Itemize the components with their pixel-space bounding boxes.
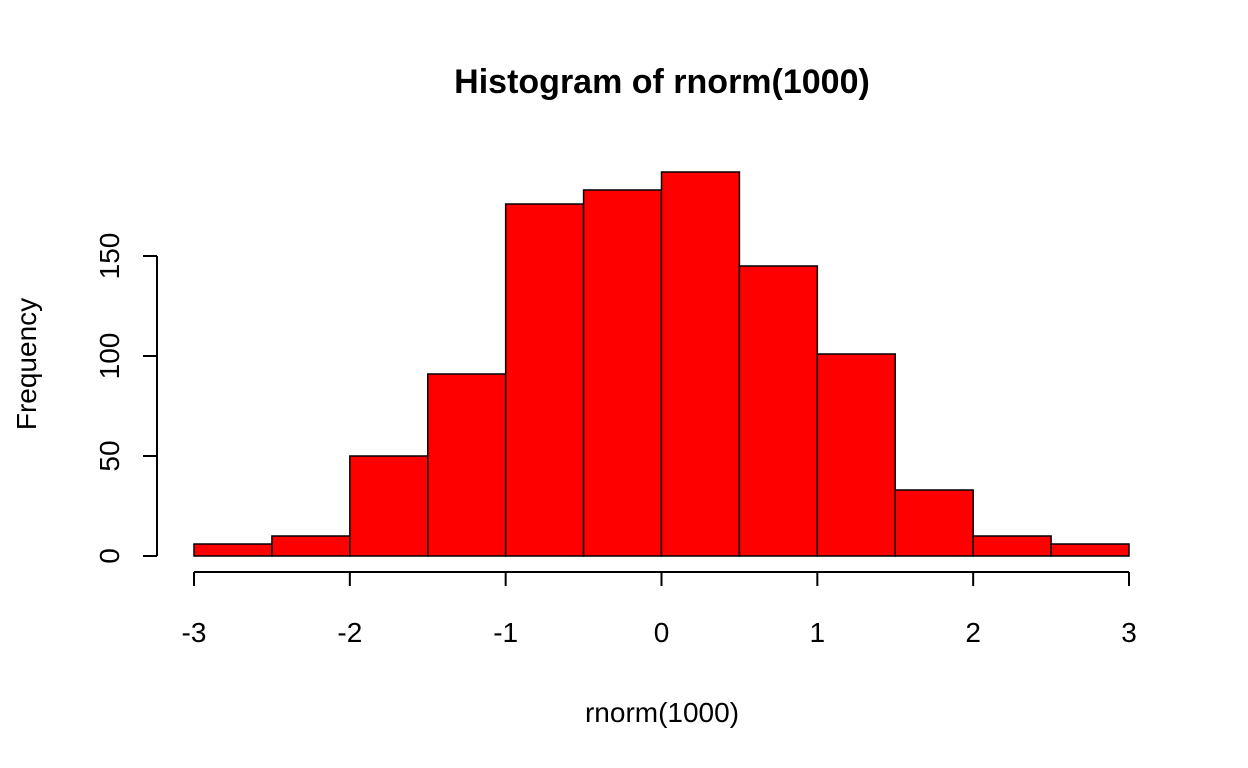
y-tick-label: 150 [94,233,125,280]
histogram-bar [660,171,741,557]
x-axis: -3 -2 -1 0 1 2 3 [182,571,1137,648]
chart-title: Histogram of rnorm(1000) [454,63,870,101]
histogram-bar [894,489,974,557]
y-tick-label: 100 [94,333,125,380]
histogram-bar [504,203,585,557]
x-tick-label: 3 [1121,617,1137,648]
histogram-bar [349,455,429,557]
histogram-bar [582,189,663,557]
histogram-bar [271,535,351,557]
histogram-bar [738,265,819,557]
y-axis: 0 50 100 150 [94,233,158,564]
bars-group [193,171,1130,557]
y-axis-label: Frequency [11,298,42,430]
x-tick-label: -3 [182,617,207,648]
histogram-bar [427,373,507,557]
histogram-bar [816,353,896,557]
histogram-bar [1050,543,1130,557]
x-axis-label: rnorm(1000) [585,697,739,728]
x-tick-label: 2 [965,617,981,648]
histogram-bar [193,543,273,557]
y-tick-label: 0 [94,548,125,564]
x-tick-label: -1 [493,617,518,648]
x-tick-label: -2 [337,617,362,648]
x-tick-label: 1 [810,617,826,648]
y-tick-label: 50 [94,440,125,471]
x-tick-label: 0 [654,617,670,648]
histogram-bar [972,535,1052,557]
